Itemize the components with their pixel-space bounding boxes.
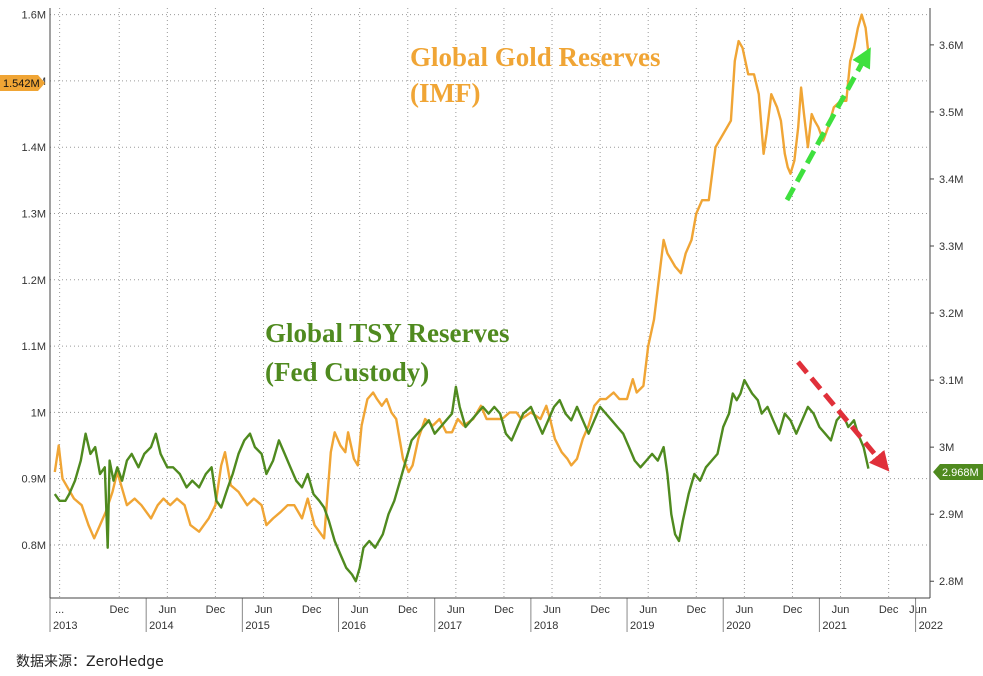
annotations: Global Gold Reserves (IMF) Global TSY Re… (265, 42, 661, 387)
x-axis-tick-label: Jun (351, 604, 369, 616)
left-axis-tick-label: 1.1M (22, 341, 46, 353)
right-axis-tick-label: 3.1M (939, 375, 963, 387)
last-value-badges: 1.542M 2.968M (0, 75, 983, 480)
up-trend-arrow (784, 47, 871, 202)
x-axis-year-label: 2016 (342, 620, 366, 632)
x-axis-tick-label: Dec (494, 604, 514, 616)
x-axis-tick-label: Jun (158, 604, 176, 616)
left-axis-tick-label: 1.4M (22, 142, 46, 154)
down-trend-arrow (796, 360, 890, 472)
right-axis-tick-label: 3.2M (939, 308, 963, 320)
x-axis-tick-label: Jun (447, 604, 465, 616)
x-axis-year-label: 2018 (534, 620, 558, 632)
x-axis-tick-label: Jun (736, 604, 754, 616)
left-axis-tick-label: 1M (31, 407, 46, 419)
tsy-last-value-label: 2.968M (942, 467, 979, 479)
left-axis-tick-label: 1.2M (22, 275, 46, 287)
x-axis-year-label: 2013 (53, 620, 77, 632)
source-caption: 数据来源：ZeroHedge (16, 654, 164, 670)
x-axis-tick-label: Dec (783, 604, 803, 616)
x-axis-year-label: 2019 (630, 620, 654, 632)
x-axis-year-label: 2017 (438, 620, 462, 632)
right-axis-tick-label: 3.4M (939, 174, 963, 186)
x-axis-tick-label: Dec (206, 604, 226, 616)
x-axis-tick-label: Dec (109, 604, 129, 616)
x-axis-tick-label: Jun (255, 604, 273, 616)
right-axis-tick-label: 3M (939, 442, 954, 454)
tsy-reserves-line (53, 378, 870, 583)
left-axis-tick-label: 0.9M (22, 474, 46, 486)
right-axis-tick-label: 3.5M (939, 107, 963, 119)
x-axis-year-label: 2022 (919, 620, 943, 632)
x-axis-tick-label: Dec (590, 604, 610, 616)
x-axis-tick-label: Jun (639, 604, 657, 616)
gold-last-value-badge: 1.542M (0, 75, 45, 91)
trend-arrows (784, 47, 890, 472)
x-axis-tick-label: Jun (543, 604, 561, 616)
axes: 0.8M0.9M1M1.1M1.2M1.3M1.4M1.5M1.6M2.8M2.… (22, 8, 963, 632)
x-axis-tick-label: Dec (398, 604, 418, 616)
right-axis-tick-label: 2.9M (939, 509, 963, 521)
left-axis-tick-label: 1.3M (22, 209, 46, 221)
tsy-annotation-line2: (Fed Custody) (265, 357, 429, 387)
x-axis-tick-label: Jun (832, 604, 850, 616)
x-axis-tick-label: Dec (687, 604, 707, 616)
gold-last-value-label: 1.542M (3, 78, 40, 90)
tsy-annotation-line1: Global TSY Reserves (265, 318, 510, 348)
x-axis-tick-label: Dec (879, 604, 899, 616)
gold-reserves-line (53, 13, 870, 540)
gridlines (50, 8, 930, 598)
tsy-last-value-badge: 2.968M (933, 464, 983, 480)
x-axis-year-label: 2021 (822, 620, 846, 632)
right-axis-tick-label: 3.3M (939, 241, 963, 253)
left-axis-tick-label: 0.8M (22, 540, 46, 552)
right-axis-tick-label: 2.8M (939, 576, 963, 588)
gold-annotation-line2: (IMF) (410, 78, 480, 108)
gold-annotation-line1: Global Gold Reserves (410, 42, 661, 72)
right-axis-tick-label: 3.6M (939, 40, 963, 52)
left-axis-tick-label: 1.6M (22, 10, 46, 22)
x-axis-tick-label: Jun (909, 604, 927, 616)
x-axis-year-label: 2015 (245, 620, 269, 632)
x-axis-year-label: 2020 (726, 620, 750, 632)
x-axis-tick-label: ... (55, 604, 64, 616)
x-axis-year-label: 2014 (149, 620, 173, 632)
x-axis-tick-label: Dec (302, 604, 322, 616)
series-lines (53, 13, 870, 583)
